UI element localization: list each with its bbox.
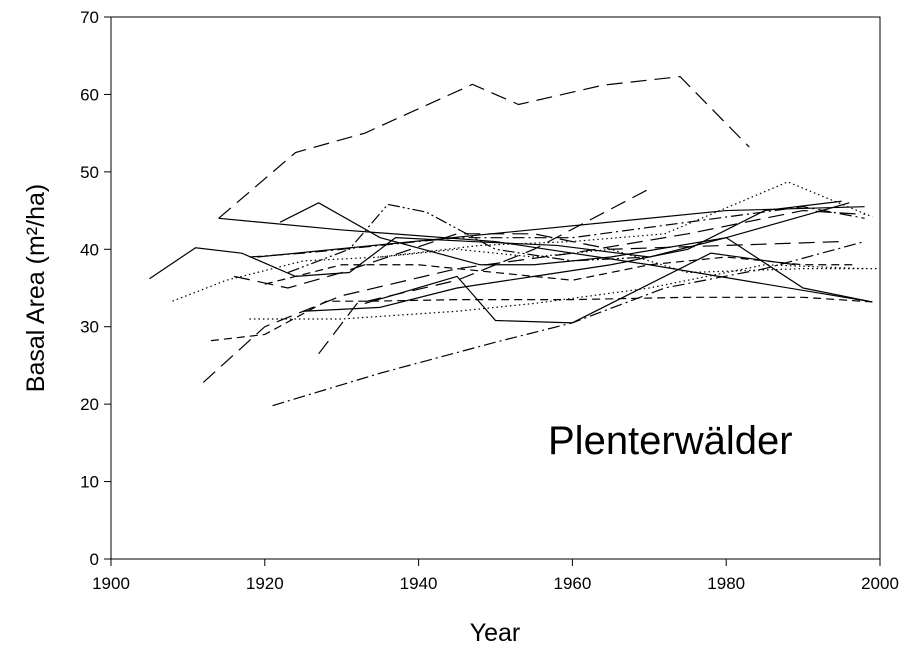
series-line bbox=[218, 75, 750, 219]
x-tick-label: 1960 bbox=[553, 574, 591, 593]
series-line bbox=[218, 217, 873, 303]
y-tick-label: 0 bbox=[90, 550, 99, 569]
y-tick-label: 40 bbox=[80, 240, 99, 259]
x-tick-label: 1940 bbox=[400, 574, 438, 593]
series-line bbox=[210, 296, 873, 342]
y-tick-label: 60 bbox=[80, 85, 99, 104]
series-line bbox=[364, 252, 796, 324]
x-tick-label: 1900 bbox=[92, 574, 130, 593]
y-tick-label: 50 bbox=[80, 163, 99, 182]
series-line bbox=[233, 233, 842, 289]
series-line bbox=[257, 206, 865, 258]
series-line bbox=[380, 248, 880, 274]
y-tick-label: 70 bbox=[80, 8, 99, 27]
series-line bbox=[264, 256, 857, 285]
series-line bbox=[279, 202, 850, 266]
series-line bbox=[287, 203, 650, 274]
series-line bbox=[202, 209, 865, 383]
y-tick-label: 20 bbox=[80, 395, 99, 414]
series-line bbox=[303, 200, 842, 312]
series-line bbox=[172, 181, 873, 302]
x-tick-label: 1980 bbox=[707, 574, 745, 593]
x-axis-label: Year bbox=[470, 619, 521, 647]
annotation: Plenterwälder bbox=[548, 419, 793, 463]
series-line bbox=[249, 206, 865, 258]
y-tick-label: 10 bbox=[80, 473, 99, 492]
plot-frame bbox=[110, 16, 881, 560]
y-tick-label: 30 bbox=[80, 318, 99, 337]
x-tick-label: 1920 bbox=[246, 574, 284, 593]
y-axis-label: Basal Area (m²/ha) bbox=[22, 184, 50, 392]
series-line bbox=[318, 188, 650, 355]
x-tick-label: 2000 bbox=[861, 574, 899, 593]
